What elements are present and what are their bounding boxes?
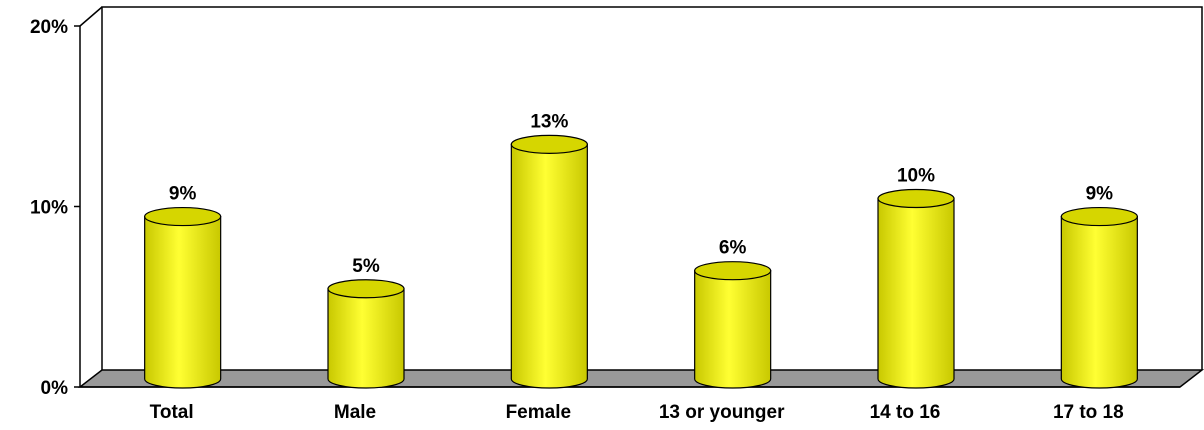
y-tick-label: 10% — [30, 198, 68, 219]
back-wall — [101, 6, 1203, 370]
category-label: 13 or younger — [659, 402, 785, 423]
value-label: 10% — [897, 166, 935, 187]
value-label: 9% — [1086, 184, 1114, 205]
bar-top — [1060, 206, 1138, 227]
plot-frame — [77, 6, 1204, 388]
category-label: 14 to 16 — [870, 402, 941, 423]
bar-2 — [510, 134, 588, 389]
bar-top — [144, 206, 222, 227]
bar-1 — [327, 279, 405, 389]
left-wall-top-edge — [79, 6, 103, 27]
floor — [77, 369, 1204, 388]
category-label: Total — [150, 402, 194, 423]
value-labels: 9% 5% 13% 6% 10% 9% — [169, 111, 1113, 276]
bar-top — [327, 279, 405, 299]
value-label: 5% — [352, 256, 380, 277]
bar-0 — [144, 206, 222, 389]
bar-body — [510, 143, 588, 389]
category-label: 17 to 18 — [1053, 402, 1124, 423]
bar-4 — [877, 188, 955, 389]
value-label: 6% — [719, 238, 747, 259]
y-tick-label: 20% — [30, 17, 68, 38]
bar-body — [877, 197, 955, 389]
category-label: Male — [334, 402, 376, 423]
bar-top — [877, 188, 955, 209]
bar-body — [694, 270, 772, 389]
value-label: 9% — [169, 184, 197, 205]
bar-body — [327, 288, 405, 389]
bar-3 — [694, 261, 772, 389]
bar-top — [694, 261, 772, 281]
bar-5 — [1060, 206, 1138, 389]
category-label: Female — [506, 402, 571, 423]
bar-body — [144, 215, 222, 389]
bar-body — [1060, 215, 1138, 389]
value-label: 13% — [530, 111, 568, 132]
category-labels: Total Male Female 13 or younger 14 to 16 17 t… — [150, 402, 1124, 423]
bars — [144, 134, 1138, 389]
y-tick-label: 0% — [41, 378, 69, 399]
bar-top — [510, 134, 588, 154]
y-ticks: 0% 10% 20% — [30, 17, 80, 399]
